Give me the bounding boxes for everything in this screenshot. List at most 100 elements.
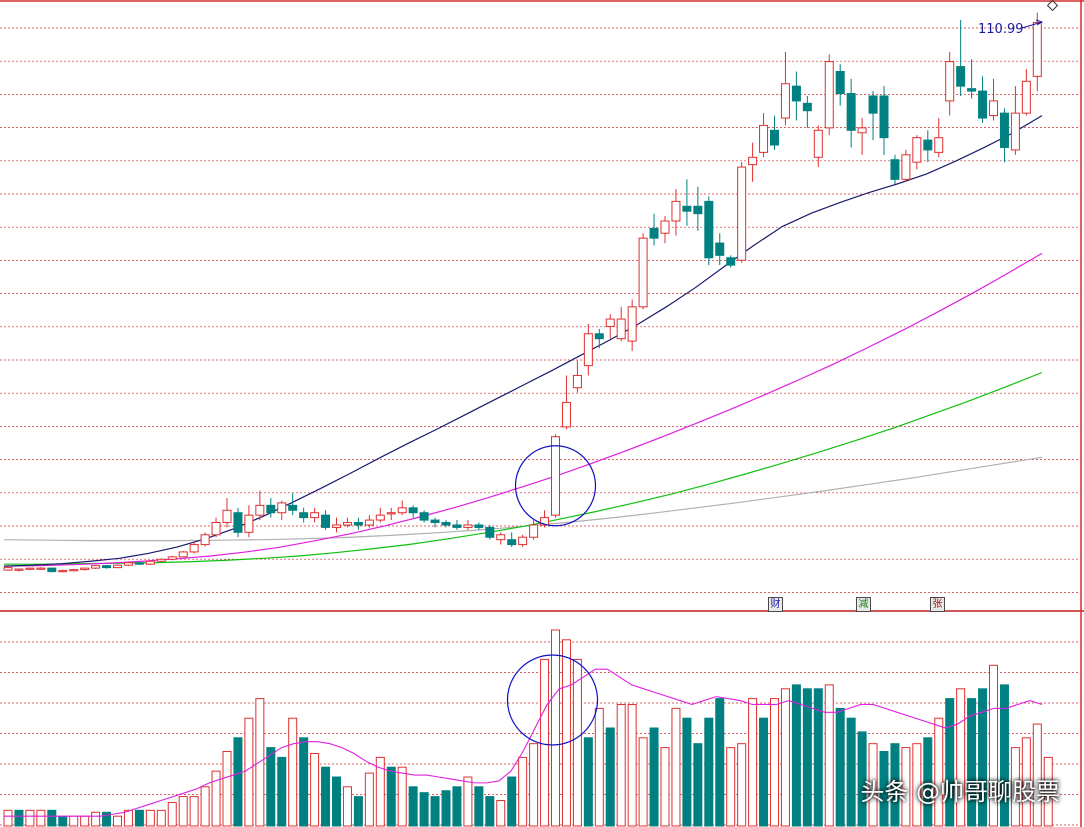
candle-down (802, 102, 812, 112)
volume-bar-up (91, 811, 101, 827)
candle-down (485, 526, 495, 538)
ma-longest-line (3, 456, 1043, 542)
candle-down (715, 242, 725, 256)
volume-bar-up (780, 688, 790, 827)
candle-up (178, 551, 188, 558)
candle-up (463, 524, 473, 528)
price-pointer-arrow (1021, 19, 1044, 29)
volume-bar-up (901, 747, 911, 827)
candle-up (813, 129, 823, 158)
candle-up (901, 154, 911, 180)
volume-bar-up (529, 743, 539, 827)
volume-bar-down (134, 809, 144, 827)
candle-up (80, 567, 90, 571)
volume-bar-up (200, 786, 210, 827)
candle-up (156, 558, 166, 562)
volume-bar-up (178, 796, 188, 827)
volume-bar-up (572, 658, 582, 827)
candle-up (912, 137, 922, 163)
candle-down (507, 539, 517, 546)
candle-down (693, 205, 703, 215)
candle-down (353, 522, 363, 526)
candle-up (3, 567, 13, 571)
candle-up (737, 166, 747, 261)
volume-bar-down (835, 707, 845, 827)
watermark-text: 头条 @帅哥聊股票 (860, 778, 1060, 806)
candle-down (846, 93, 856, 131)
volume-bar-up (616, 703, 626, 827)
volume-bar-up (3, 809, 13, 827)
candle-up (145, 560, 155, 565)
volume-bar-up (551, 629, 560, 827)
volume-bar-up (36, 809, 46, 827)
candle-up (583, 333, 593, 367)
volume-bar-down (967, 698, 977, 827)
volume-bar-up (748, 698, 758, 827)
volume-bar-down (14, 809, 24, 827)
volume-bar-down (353, 796, 363, 827)
candle-up (222, 509, 232, 524)
candle-up (167, 556, 177, 560)
volume-bar-down (321, 766, 331, 827)
candle-up (364, 519, 374, 526)
volume-bar-up (737, 743, 747, 827)
candle-down (233, 512, 243, 533)
candle-down (726, 257, 736, 266)
volume-bar-up (167, 801, 177, 827)
candle-up (211, 522, 221, 536)
price-highlight-circle (514, 445, 597, 527)
volume-bar-down (759, 717, 769, 827)
candle-down (47, 567, 57, 573)
volume-bar-up (463, 776, 473, 827)
candle-down (408, 507, 418, 514)
volume-bar-up (934, 717, 944, 827)
volume-bar-up (989, 664, 998, 827)
price-high-label: 110.99 (978, 22, 1024, 37)
volume-bar-down (266, 747, 276, 827)
volume-bar-up (342, 786, 352, 827)
marker-cai[interactable]: 财 (768, 597, 783, 612)
candle-up (572, 374, 582, 389)
volume-bar-up (123, 809, 133, 827)
candle-up (25, 567, 35, 570)
candle-down (923, 139, 933, 151)
candle-down (266, 504, 276, 514)
marker-jian[interactable]: 减 (856, 597, 871, 612)
volume-bar-up (310, 752, 320, 827)
volume-bar-up (956, 688, 966, 827)
volume-bar-down (846, 717, 856, 827)
candle-up (58, 570, 68, 573)
candle-up (605, 318, 615, 327)
volume-bar-down (408, 786, 418, 827)
volume-bar-up (113, 815, 122, 827)
volume-bar-down (233, 737, 243, 827)
volume-bar-up (660, 747, 670, 827)
volume-bar-up (770, 698, 779, 827)
candle-up (748, 156, 758, 166)
candle-down (594, 333, 604, 340)
candle-down (102, 565, 112, 569)
volume-bar-up (824, 684, 834, 827)
volume-bar-down (802, 688, 812, 827)
volume-bar-down (507, 776, 517, 827)
candle-down (879, 95, 889, 139)
volume-bar-up (244, 717, 254, 827)
candle-down (978, 90, 988, 119)
volume-bar-down (649, 727, 659, 827)
candle-up (660, 220, 670, 234)
marker-zhang[interactable]: 张 (930, 597, 945, 612)
volume-bar-up (145, 809, 155, 827)
volume-bar-up (364, 772, 374, 827)
volume-bar-up (1010, 747, 1020, 827)
candle-down (704, 200, 714, 259)
ma-long-line (4, 371, 1043, 565)
candle-up (934, 137, 944, 153)
volume-bar-down (704, 717, 714, 827)
candle-up (671, 200, 681, 222)
ma-mid-line (3, 252, 1043, 567)
volume-bar-down (583, 737, 593, 827)
volume-ma-line (4, 668, 1043, 817)
candle-up (551, 436, 560, 516)
candle-up (540, 517, 550, 526)
candle-down (134, 562, 144, 565)
